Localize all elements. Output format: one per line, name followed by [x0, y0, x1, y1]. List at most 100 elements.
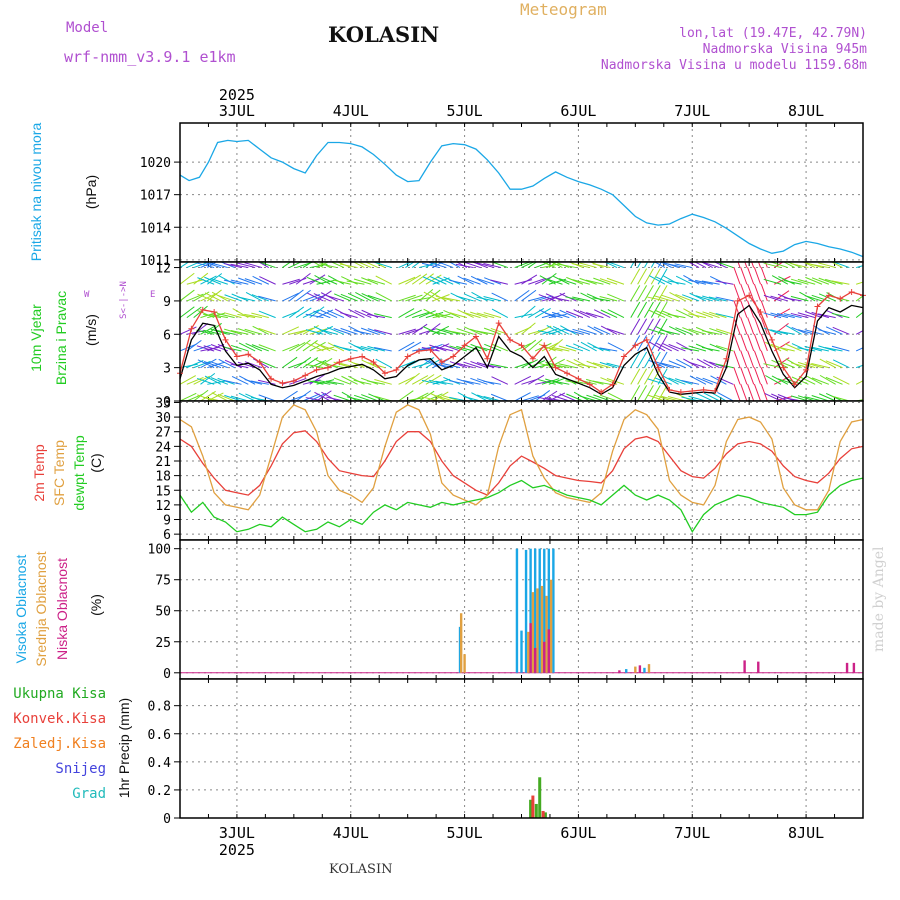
y-tick-label: 6 — [163, 528, 171, 543]
wind-arrow — [811, 277, 830, 285]
wind-arrow — [295, 390, 312, 401]
y-tick-label: 15 — [155, 484, 171, 499]
wind-arrow — [655, 309, 672, 319]
wind-speed-marker — [518, 342, 525, 349]
wind-arrow — [354, 394, 372, 401]
wind-arrow — [650, 385, 661, 401]
wind-arrow — [309, 392, 327, 401]
wind-arrow — [856, 281, 863, 285]
wind-arrow — [429, 276, 447, 285]
wind-arrow — [783, 297, 802, 302]
wind-arrow — [675, 309, 693, 319]
wind-arrow — [544, 312, 563, 319]
y-tick-label: 9 — [163, 514, 171, 529]
wind-speed-marker — [529, 355, 536, 362]
wind-arrow — [811, 377, 830, 385]
wind-arrow — [760, 300, 768, 318]
wind-arrow — [637, 385, 648, 401]
wind-arrow — [295, 272, 311, 285]
wind-arrow — [435, 328, 454, 335]
wind-arrow — [340, 312, 358, 319]
wind-arrow — [798, 376, 816, 385]
wind-arrow — [534, 308, 551, 319]
wind-arrow — [364, 262, 379, 269]
y-tick-label: 1014 — [140, 221, 171, 236]
wind-arrow — [541, 273, 557, 285]
wind-arrow — [541, 342, 559, 352]
bar-low_cloud — [743, 660, 746, 673]
wind-arrow — [862, 333, 863, 335]
wind-arrow — [305, 363, 324, 369]
wind-arrow — [353, 379, 372, 385]
wind-arrow — [603, 262, 618, 269]
wind-arrow — [309, 374, 326, 385]
wind-speed-marker — [632, 342, 639, 349]
wind-arrow — [592, 346, 611, 352]
wind-arrow — [702, 311, 720, 319]
wind-arrow — [701, 280, 720, 285]
wind-arrow — [737, 262, 741, 268]
wind-arrow — [435, 312, 454, 319]
wind-arrow — [405, 372, 420, 385]
wind-arrow — [405, 294, 423, 302]
wind-arrow — [463, 311, 481, 319]
wind-arrow — [811, 346, 829, 352]
wind-arrow — [418, 328, 437, 335]
wind-arrow — [203, 361, 222, 369]
wind-arrow — [657, 318, 668, 335]
wind-speed-marker — [803, 366, 810, 373]
wind-arrow — [327, 309, 345, 319]
wind-arrow — [210, 328, 228, 335]
wind-arrow — [592, 297, 611, 302]
wind-arrow — [740, 283, 748, 302]
wind-arrow — [230, 363, 249, 369]
wind-arrow — [483, 296, 502, 302]
wind-arrow — [528, 295, 546, 302]
y-tick-label: 0 — [163, 395, 171, 410]
wind-arrow — [210, 262, 228, 269]
wind-arrow — [660, 329, 679, 335]
wind-arrow — [630, 262, 635, 268]
wind-arrow — [733, 333, 741, 352]
wind-arrow — [360, 345, 379, 352]
wind-arrow — [490, 393, 509, 401]
wind-arrow — [764, 262, 768, 268]
wind-arrow — [463, 326, 481, 335]
wind-arrow — [463, 361, 481, 369]
wind-speed-marker — [723, 355, 730, 362]
wind-arrow — [599, 361, 618, 369]
wind-speed-marker — [575, 375, 582, 382]
wind-arrow — [713, 262, 727, 269]
wind-arrow — [650, 368, 661, 385]
wind-arrow — [667, 313, 686, 319]
wind-speed-marker — [746, 292, 753, 299]
wind-arrow — [637, 285, 648, 302]
wind-arrow — [649, 341, 666, 352]
wind-arrow — [541, 378, 560, 385]
bar-low_cloud — [618, 670, 621, 673]
elevation-text: Nadmorska Visina 945m — [702, 42, 867, 57]
wind-arrow — [314, 341, 331, 352]
wind-arrow — [630, 285, 641, 302]
y-tick-label: 1017 — [140, 189, 171, 204]
wind-arrow — [425, 374, 442, 385]
series-line-dewpt — [179, 477, 864, 533]
wind-arrow — [668, 360, 686, 369]
wind-arrow — [702, 295, 720, 302]
wind-arrow — [449, 361, 468, 369]
wind-arrow — [733, 300, 741, 318]
wind-arrow — [340, 327, 358, 335]
wind-arrow — [327, 275, 345, 285]
wind-arrow — [647, 394, 666, 401]
wind-arrow — [733, 283, 741, 302]
wind-arrow — [825, 376, 843, 385]
wind-arrow — [305, 313, 324, 319]
wind-arrow — [180, 289, 195, 302]
wind-arrow — [681, 347, 700, 352]
wind-arrow — [753, 283, 762, 302]
wind-arrow — [442, 344, 461, 352]
wind-arrow — [423, 358, 440, 369]
wind-arrow — [305, 329, 324, 335]
y-tick-label: 0.6 — [148, 728, 171, 743]
wind-arrow — [200, 275, 217, 285]
